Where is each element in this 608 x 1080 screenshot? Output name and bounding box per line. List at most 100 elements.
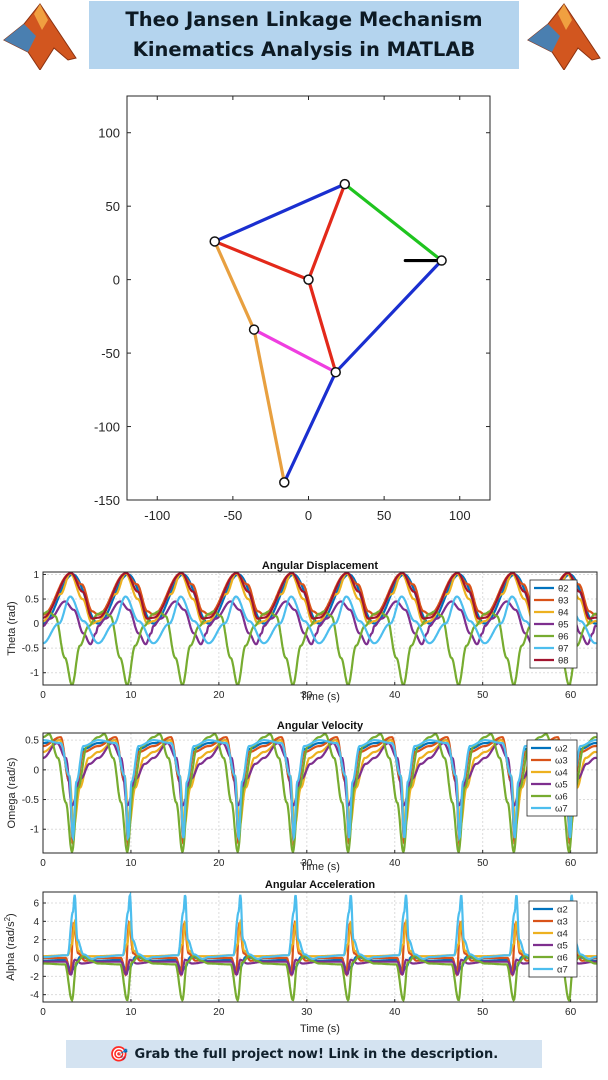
plot-area xyxy=(43,572,597,685)
x-tick-label: 30 xyxy=(301,690,313,701)
y-tick-label: 2 xyxy=(33,935,39,946)
x-tick-label: 30 xyxy=(301,858,313,869)
x-tick-label: 60 xyxy=(565,858,577,869)
series-line xyxy=(43,892,597,960)
y-tick-label: 4 xyxy=(33,917,39,928)
legend-label: θ8 xyxy=(558,656,569,667)
legend-label: θ3 xyxy=(558,596,569,607)
matlab-logo-shape xyxy=(527,3,601,70)
joint-marker xyxy=(436,255,447,266)
linkage-bar xyxy=(213,182,347,244)
plot-area xyxy=(126,95,491,501)
y-tick-label: 0 xyxy=(33,619,39,630)
linkage-bar xyxy=(213,239,311,282)
x-tick-label: 0 xyxy=(40,690,46,701)
y-tick-label: -1 xyxy=(30,825,39,836)
y-tick-label: 0 xyxy=(33,954,39,965)
x-axis-label: Time (s) xyxy=(300,1023,340,1035)
angular-displacement-chart: Angular Displacement 0 10 20 30 40 50 60 1 0.5 0 -0… xyxy=(6,560,598,703)
y-axis-label: Omega (rad/s) xyxy=(6,758,18,829)
x-tick-label: -50 xyxy=(223,508,242,523)
y-tick-label: 1 xyxy=(33,570,39,581)
joint-marker xyxy=(248,324,260,335)
legend-label: α2 xyxy=(557,905,568,916)
matlab-logo-right xyxy=(527,3,601,70)
joint-marker xyxy=(209,236,220,247)
joint-marker xyxy=(279,477,290,488)
y-tick-label: 50 xyxy=(106,199,120,214)
x-tick-label: 20 xyxy=(213,1007,225,1018)
legend-label: α3 xyxy=(557,917,568,928)
legend-label: ω3 xyxy=(555,756,568,767)
x-tick-label: 10 xyxy=(125,690,137,701)
y-tick-label: 0.5 xyxy=(25,736,39,747)
x-tick-label: 20 xyxy=(213,690,225,701)
legend-label: θ2 xyxy=(558,584,569,595)
linkage-bar xyxy=(306,182,347,282)
angular-velocity-chart: Angular Velocity 0 10 20 30 40 50 60 0.5 0 -0.5 -1 T… xyxy=(6,720,598,873)
x-tick-label: 10 xyxy=(125,858,137,869)
plot-frame xyxy=(42,571,598,686)
y-tick-label: 0.5 xyxy=(25,595,39,606)
plot-frame xyxy=(42,732,598,854)
y-tick-label: 0 xyxy=(33,765,39,776)
y-tick-label: 6 xyxy=(33,899,39,910)
y-tick-label: -1 xyxy=(30,668,39,679)
linkage-bar xyxy=(334,258,444,374)
y-axis-label: Alpha (rad/s2) xyxy=(3,913,18,980)
matlab-logo-shape xyxy=(3,3,77,70)
x-tick-label: 100 xyxy=(449,508,471,523)
target-arrow-icon: 🎯 xyxy=(109,1045,129,1063)
x-tick-label: 0 xyxy=(305,508,312,523)
y-tick-label: -100 xyxy=(94,420,120,435)
series-line xyxy=(43,739,597,843)
linkage-bar xyxy=(213,239,256,332)
linkage-bar xyxy=(306,278,338,374)
legend-label: θ4 xyxy=(558,608,569,619)
series-line xyxy=(43,958,597,977)
y-tick-label: -4 xyxy=(30,990,39,1001)
legend-box xyxy=(528,900,578,978)
y-tick-label: -150 xyxy=(94,493,120,508)
legend-label: ω2 xyxy=(555,744,568,755)
title-banner: Theo Jansen Linkage Mechanism Kinematics… xyxy=(89,1,519,69)
footer-text: Grab the full project now! Link in the d… xyxy=(134,1046,499,1062)
x-tick-label: 0 xyxy=(40,858,46,869)
series-line xyxy=(43,610,597,685)
legend-label: θ6 xyxy=(558,632,569,643)
y-tick-label: 0 xyxy=(113,273,120,288)
series-line xyxy=(43,600,597,646)
y-axis-label: Theta (rad) xyxy=(6,601,18,655)
legend-label: ω7 xyxy=(555,804,568,815)
matlab-logo-left xyxy=(3,3,77,70)
legend-label: ω6 xyxy=(555,792,568,803)
chart-title: Angular Acceleration xyxy=(265,879,376,891)
legend-label: θ5 xyxy=(558,620,569,631)
legend-label: α6 xyxy=(557,953,568,964)
series-line xyxy=(43,572,597,620)
x-axis-label: Time (s) xyxy=(300,861,340,873)
x-tick-label: 40 xyxy=(389,1007,401,1018)
legend-label: θ7 xyxy=(558,644,569,655)
series-line xyxy=(43,955,597,1002)
series-line xyxy=(43,572,597,625)
series-line xyxy=(43,733,597,853)
legend-label: α5 xyxy=(557,941,568,952)
legend-label: ω4 xyxy=(555,768,568,779)
footer-banner: 🎯 Grab the full project now! Link in the… xyxy=(66,1040,542,1068)
x-tick-label: 60 xyxy=(565,690,577,701)
legend-label: α4 xyxy=(557,929,568,940)
x-tick-label: 50 xyxy=(477,1007,489,1018)
legend-label: ω5 xyxy=(555,780,568,791)
x-tick-label: 30 xyxy=(301,1007,313,1018)
title-line-1: Theo Jansen Linkage Mechanism xyxy=(125,8,483,31)
x-tick-label: 10 xyxy=(125,1007,137,1018)
x-tick-label: 40 xyxy=(389,690,401,701)
x-tick-label: 40 xyxy=(389,858,401,869)
linkage-bar xyxy=(343,182,444,263)
x-tick-label: -100 xyxy=(144,508,170,523)
joint-marker xyxy=(339,178,351,190)
title-line-2: Kinematics Analysis in MATLAB xyxy=(132,38,476,61)
linkage-plot: -100 -50 0 50 100 100 50 0 -50 -100 -150 xyxy=(94,95,491,523)
